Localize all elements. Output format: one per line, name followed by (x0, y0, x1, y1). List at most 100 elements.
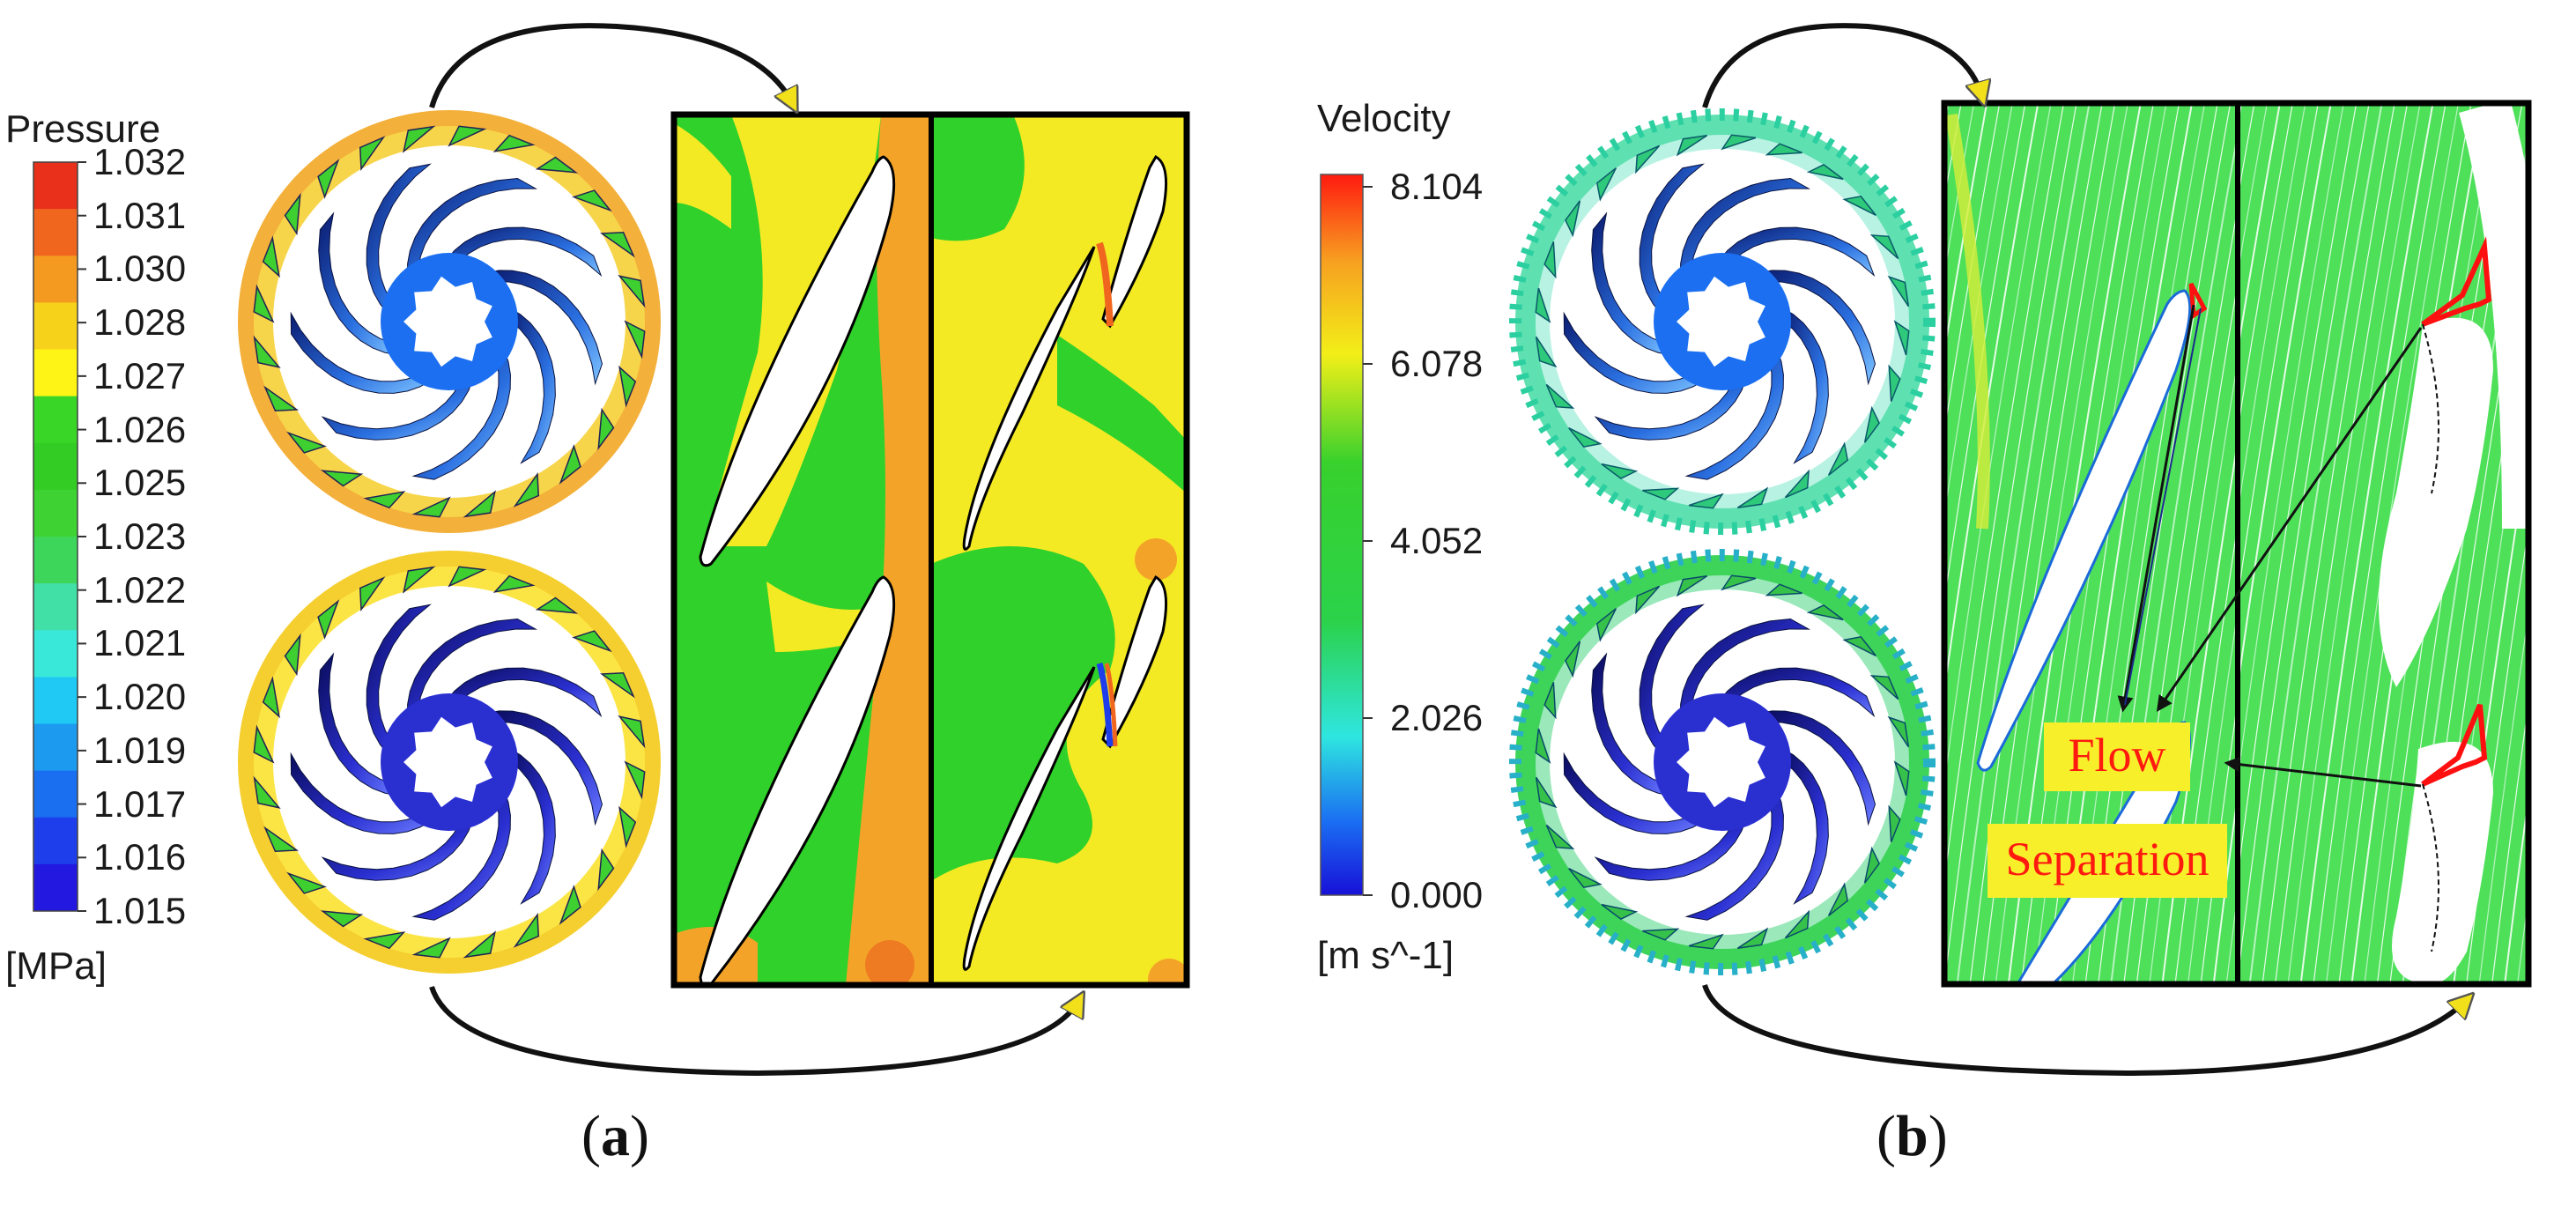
velocity-tick-label: 0.000 (1390, 874, 1484, 915)
impeller-top-b (1509, 108, 1936, 535)
caption-a: (a) (581, 1104, 649, 1168)
guide-vane (1543, 682, 1557, 720)
caption-b: (b) (1876, 1104, 1948, 1168)
impeller-blade (1781, 307, 1829, 464)
guide-vane (1568, 867, 1603, 889)
impeller-blade (321, 377, 474, 441)
guide-vane (618, 365, 637, 408)
impeller-blade (445, 226, 603, 278)
guide-vane (1888, 364, 1901, 402)
guide-vane (320, 470, 364, 487)
streamline (2261, 103, 2395, 984)
guide-vane (1893, 320, 1910, 356)
streamline (1944, 103, 2001, 435)
guide-vane (1827, 882, 1849, 916)
guide-vane (1545, 383, 1575, 409)
guide-vane (513, 471, 540, 507)
impeller-blade (508, 307, 556, 464)
guide-vane (597, 848, 615, 892)
guide-vane (1806, 164, 1844, 181)
pressure-tick-label: 1.021 (93, 622, 187, 664)
guide-vane (1842, 195, 1876, 217)
guide-vane (1635, 144, 1661, 174)
streamline (2313, 103, 2446, 984)
streamline (2238, 103, 2370, 983)
guide-vane (1888, 804, 1901, 842)
guide-vane (253, 335, 281, 368)
guide-vane (1863, 846, 1880, 884)
impeller-blade (1781, 747, 1829, 905)
guide-vane (559, 885, 581, 925)
guide-vane (1736, 927, 1769, 950)
pressure-tick-label: 1.028 (93, 301, 187, 344)
streamline (2299, 103, 2434, 984)
streamline (2238, 103, 2269, 277)
pressure-tick-label: 1.031 (93, 194, 187, 236)
streamline (1944, 103, 1975, 278)
guide-vane (1806, 604, 1844, 621)
guide-vane (411, 937, 451, 959)
impeller-hub (1677, 276, 1765, 367)
guide-vane (363, 491, 406, 509)
impeller-blade (508, 747, 556, 905)
impeller-blade (407, 177, 538, 278)
impeller-blade (1594, 818, 1747, 881)
guide-vane (1688, 493, 1724, 509)
connector-arrow-top-a (429, 23, 793, 107)
annotation-separation: Separation (2006, 833, 2210, 885)
guide-vane (263, 826, 300, 853)
guide-vane (618, 715, 646, 749)
guide-vane (1765, 583, 1802, 596)
impeller-hub (403, 276, 492, 367)
annotation-box-flow (2044, 722, 2190, 791)
guide-vane (535, 156, 579, 174)
pressure-band (33, 209, 78, 256)
streamline (1956, 103, 2091, 984)
impeller-blade (290, 311, 433, 394)
guide-vane (1565, 200, 1581, 238)
guide-vane (448, 125, 487, 147)
pressure-tick-label: 1.015 (93, 890, 187, 931)
impeller-blade (1680, 618, 1811, 718)
guide-vane (1721, 574, 1757, 591)
impeller-blade (1563, 311, 1706, 394)
guide-vane (1676, 134, 1708, 157)
impeller-hub (1677, 716, 1765, 808)
guide-vane (1642, 487, 1680, 500)
guide-vane (320, 910, 364, 928)
impeller-blade (1563, 752, 1706, 834)
guide-vane (1543, 241, 1557, 279)
guide-vane (463, 490, 496, 518)
pressure-colorbar (33, 161, 86, 912)
guide-vane (1601, 903, 1639, 920)
streamline (2556, 103, 2576, 984)
streamline (1944, 103, 2065, 886)
impeller-hub (403, 716, 492, 808)
pressure-tick-label: 1.026 (93, 408, 187, 450)
guide-vane (1642, 928, 1680, 941)
guide-vane (263, 385, 300, 412)
guide-vane (403, 566, 436, 594)
streamline (2248, 103, 2383, 984)
impeller-top-a (238, 110, 661, 533)
impeller-blade (290, 752, 433, 834)
guide-vane (597, 407, 615, 451)
panel-a (33, 23, 1190, 1077)
guide-vane (317, 599, 340, 640)
guide-vane (286, 431, 327, 454)
streamline (2569, 103, 2576, 984)
guide-vane (317, 159, 340, 199)
pressure-band (33, 630, 78, 678)
impeller-blade (1591, 211, 1671, 356)
guide-vane (1765, 143, 1802, 156)
streamline (2238, 103, 2281, 356)
impeller-bottom-a (238, 551, 661, 974)
pressure-band (33, 162, 78, 210)
velocity-cascade-right (2238, 103, 2576, 984)
guide-vane (253, 775, 281, 809)
pressure-legend-unit: [MPa] (5, 945, 107, 988)
impeller-blade (318, 652, 398, 796)
guide-vane (599, 671, 635, 699)
guide-vane (253, 284, 275, 323)
